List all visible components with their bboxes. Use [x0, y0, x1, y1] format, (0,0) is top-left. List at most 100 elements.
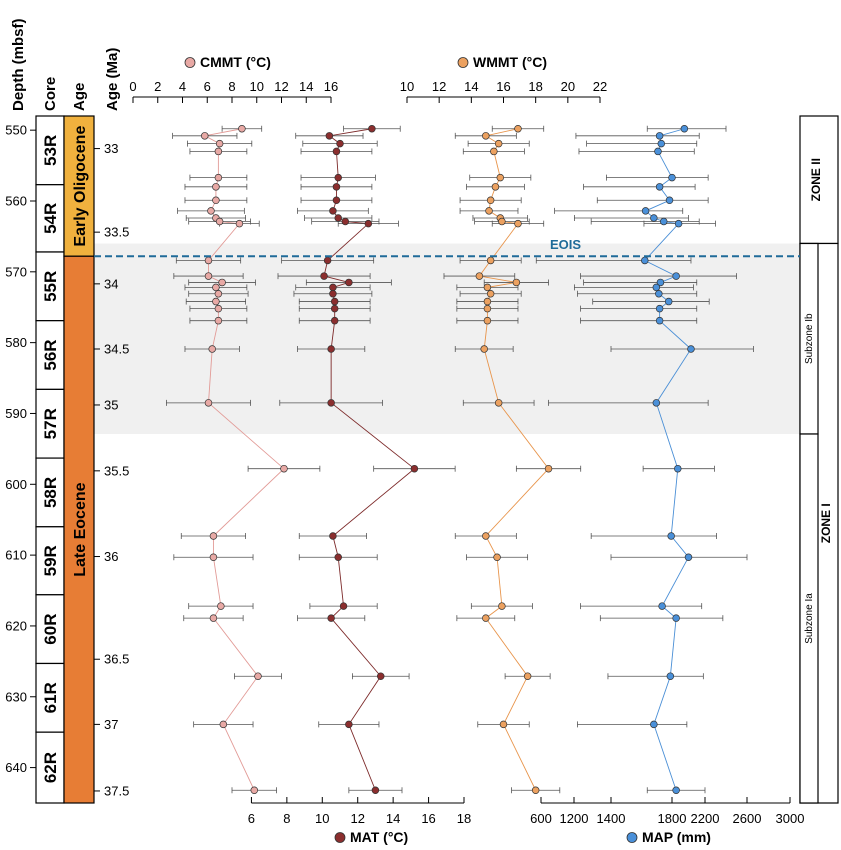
data-point — [668, 173, 676, 182]
data-point — [376, 672, 385, 680]
data-point — [329, 532, 337, 540]
data-point — [212, 183, 220, 191]
legend-label: MAP (mm) — [642, 829, 711, 845]
series-3 — [535, 124, 754, 795]
data-point — [480, 345, 488, 353]
depth-tick-label: 630 — [5, 689, 27, 704]
data-point — [485, 207, 493, 215]
data-point — [238, 124, 246, 133]
data-point — [334, 553, 342, 561]
axis-tick-label: 10 — [315, 811, 329, 826]
age-tick-label: 33.5 — [104, 225, 129, 240]
data-point — [410, 464, 419, 473]
data-point — [235, 219, 244, 228]
axis-tick-label: 2600 — [733, 811, 762, 826]
data-point — [209, 614, 218, 622]
age-tick-label: 34.5 — [104, 342, 129, 357]
axis-tick-label: 2 — [154, 79, 161, 94]
data-point — [665, 196, 674, 205]
data-point — [483, 304, 492, 313]
data-point — [215, 139, 224, 148]
data-point — [514, 219, 522, 228]
core-box — [35, 388, 65, 459]
mat-axis: 6 8 10 12 14 16 18 MAT (°C) — [248, 797, 471, 845]
data-point — [641, 256, 649, 265]
data-point — [496, 173, 505, 182]
zone-label: ZONE II — [809, 158, 823, 201]
epoch-box — [63, 115, 95, 257]
data-point — [214, 290, 223, 298]
epoch-label: Early Oligocene — [72, 126, 89, 247]
data-point — [327, 399, 335, 407]
axis-tick-label: 16 — [421, 811, 435, 826]
age-tick-label: 37 — [104, 717, 118, 732]
axis-tick-label: 14 — [386, 811, 400, 826]
data-point — [656, 278, 665, 287]
data-point — [325, 132, 334, 140]
data-point — [486, 290, 495, 298]
age-tick-label: 33 — [104, 141, 118, 156]
axis-tick-label: 16 — [496, 79, 510, 94]
data-point — [208, 345, 216, 353]
age-tick-label: 37.5 — [104, 783, 129, 798]
age-column-title: Age — [71, 83, 88, 111]
legend-label: CMMT (°C) — [200, 54, 271, 70]
core-box — [35, 662, 65, 733]
axis-tick-label: 18 — [528, 79, 542, 94]
series-line — [323, 128, 416, 791]
data-point — [650, 214, 658, 222]
data-point — [482, 532, 490, 540]
data-point — [219, 720, 228, 729]
data-point — [499, 720, 508, 729]
core-label: 62R — [41, 752, 60, 783]
data-point — [250, 786, 259, 795]
data-point — [498, 602, 506, 610]
data-point — [332, 183, 341, 191]
data-point — [280, 464, 288, 473]
core-label: 54R — [41, 203, 60, 234]
data-point — [687, 345, 695, 353]
axis-tick-label: 14 — [464, 79, 478, 94]
wmmt-axis: 10 12 14 16 18 20 22 WMMT (°C) — [400, 54, 607, 103]
data-point — [482, 614, 490, 622]
data-point — [215, 217, 224, 226]
axis-tick-label: 1800 — [658, 811, 687, 826]
core-column: 53R 54R 55R 56R 57R 58R 59R 60R 61R 62R — [35, 115, 65, 804]
data-point — [320, 272, 328, 280]
data-point — [334, 214, 342, 222]
depth-tick-label: 620 — [5, 618, 27, 633]
depth-tick-label: 610 — [5, 548, 27, 563]
data-point — [666, 672, 675, 680]
data-point — [332, 196, 341, 205]
epoch-box — [63, 255, 95, 804]
core-label: 55R — [41, 271, 60, 302]
axis-tick-label: 4 — [179, 79, 186, 94]
age-tick-label: 36 — [104, 549, 118, 564]
series-0 — [166, 124, 321, 795]
axis-tick-label: 14 — [299, 79, 313, 94]
data-point — [490, 147, 498, 156]
data-point — [483, 283, 492, 292]
depth-tick-label: 550 — [5, 123, 27, 138]
data-point — [664, 297, 673, 306]
data-point — [475, 272, 484, 280]
data-point — [514, 124, 522, 133]
legend-marker — [184, 57, 196, 68]
data-point — [330, 316, 339, 325]
eois-label: EOIS — [550, 237, 581, 252]
data-series — [166, 124, 754, 795]
axis-tick-label: 6 — [248, 811, 255, 826]
zone-box — [799, 115, 839, 245]
data-point — [217, 602, 225, 610]
data-point — [364, 219, 373, 228]
core-box — [35, 457, 65, 528]
depth-tick-label: 600 — [5, 477, 27, 492]
epoch-column: Early Oligocene Late Eocene — [63, 115, 95, 804]
data-point — [341, 217, 350, 226]
data-point — [672, 272, 680, 280]
data-point — [330, 304, 339, 313]
data-point — [493, 553, 501, 561]
data-point — [212, 196, 220, 205]
axis-tick-label: 18 — [457, 811, 471, 826]
axis-tick-label: 12 — [432, 79, 446, 94]
